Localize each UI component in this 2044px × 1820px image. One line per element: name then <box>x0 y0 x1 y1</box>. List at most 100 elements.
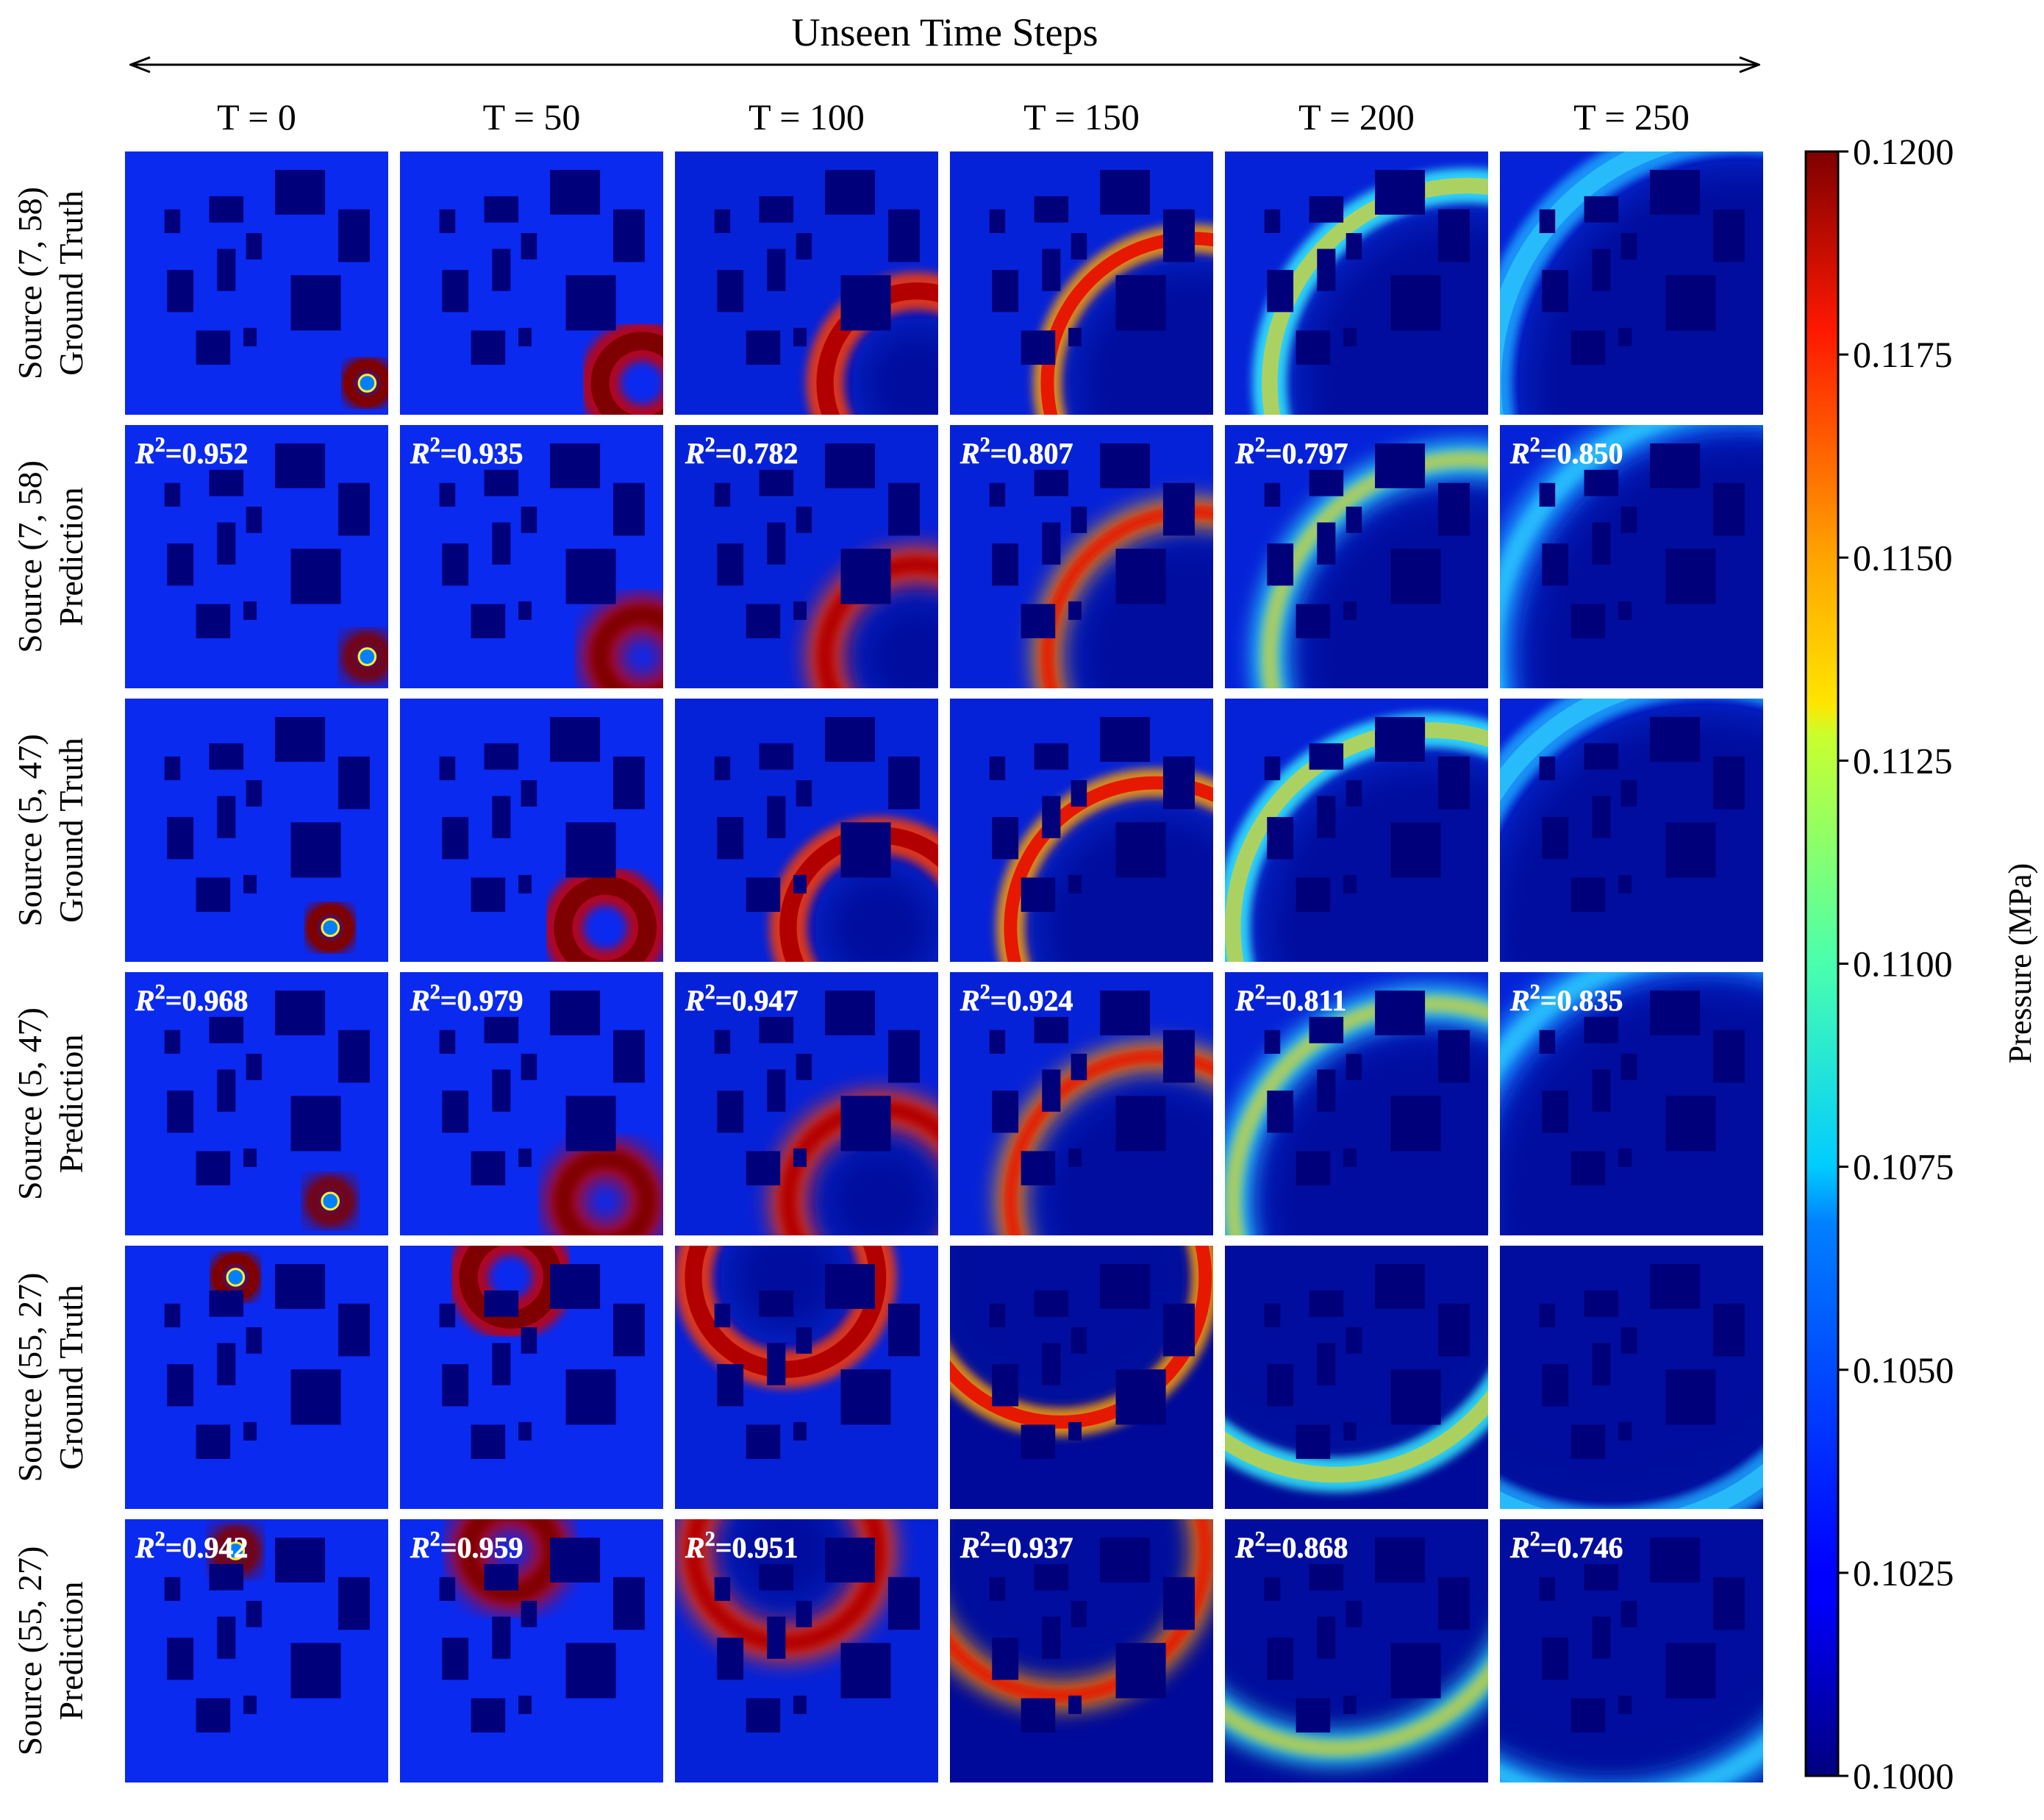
obstacle <box>717 1638 744 1680</box>
obstacle <box>518 874 532 893</box>
row-label-kind: Ground Truth <box>52 738 90 923</box>
obstacle <box>1296 1698 1331 1732</box>
obstacle <box>521 779 537 807</box>
obstacle <box>1034 469 1069 496</box>
obstacle <box>243 1148 257 1167</box>
obstacle <box>471 604 506 638</box>
obstacle <box>1343 1421 1357 1441</box>
heatmap-panel <box>1500 699 1763 962</box>
obstacle <box>196 877 231 912</box>
obstacle <box>164 209 181 233</box>
obstacle <box>1309 1290 1344 1317</box>
obstacle <box>1584 469 1619 496</box>
obstacle <box>1115 275 1166 331</box>
heatmap-panel <box>400 699 663 962</box>
obstacle <box>337 1029 370 1083</box>
obstacle <box>1570 1151 1606 1185</box>
obstacle <box>164 756 181 780</box>
row-label-source: Source (5, 47) <box>11 734 49 927</box>
obstacle <box>887 1303 920 1357</box>
obstacle <box>1296 1151 1331 1185</box>
obstacle <box>1267 270 1294 313</box>
obstacle <box>717 543 744 586</box>
obstacle <box>796 1053 812 1080</box>
obstacle <box>793 874 807 893</box>
obstacle <box>1620 232 1637 260</box>
obstacle <box>471 1698 506 1732</box>
heatmap-panel: R2=0.850 <box>1500 425 1763 688</box>
r2-label: R2=0.937 <box>960 1528 1073 1564</box>
obstacle <box>1584 1563 1619 1591</box>
obstacle <box>1115 549 1166 604</box>
obstacle <box>825 1264 876 1309</box>
obstacle <box>1100 170 1151 215</box>
obstacle <box>767 522 786 565</box>
obstacle <box>550 170 601 215</box>
row-label-source: Source (7, 58) <box>11 187 49 379</box>
obstacle <box>518 601 532 620</box>
obstacle <box>217 1069 236 1112</box>
heatmap-panel <box>675 151 938 415</box>
obstacle <box>1115 1643 1166 1699</box>
wavefront <box>816 282 938 415</box>
column-header: T = 0 <box>217 96 296 138</box>
obstacle <box>1712 482 1745 536</box>
obstacle <box>1539 482 1556 507</box>
obstacle <box>746 604 781 638</box>
obstacle <box>1317 522 1336 565</box>
obstacle <box>484 743 519 770</box>
obstacle <box>439 209 456 233</box>
obstacle <box>521 1600 537 1627</box>
obstacle <box>167 1091 194 1133</box>
obstacle <box>246 506 262 533</box>
obstacle <box>290 1096 341 1152</box>
obstacle <box>1021 1151 1056 1185</box>
obstacle <box>793 1421 807 1441</box>
obstacle <box>492 1616 511 1659</box>
obstacle <box>1346 506 1362 533</box>
obstacle <box>209 1563 244 1591</box>
obstacle <box>825 991 876 1035</box>
obstacle <box>1068 1695 1082 1714</box>
obstacle <box>1375 170 1426 215</box>
wavefront <box>1004 1049 1213 1235</box>
obstacle <box>1343 601 1357 620</box>
obstacle <box>1375 717 1426 762</box>
obstacle <box>1100 717 1151 762</box>
obstacle <box>1620 506 1637 533</box>
obstacle <box>1542 817 1569 860</box>
heatmap-panel <box>1500 1246 1763 1509</box>
obstacle <box>759 1290 794 1317</box>
r2-label: R2=0.868 <box>1234 1528 1348 1564</box>
obstacle <box>550 717 601 762</box>
obstacle <box>992 270 1019 313</box>
obstacle <box>1712 1303 1745 1357</box>
obstacle <box>1343 874 1357 893</box>
obstacle <box>1592 1069 1611 1112</box>
obstacle <box>275 1538 326 1582</box>
obstacle <box>767 249 786 291</box>
obstacle <box>1375 991 1426 1035</box>
obstacle <box>1071 779 1087 807</box>
obstacle <box>1375 1264 1426 1309</box>
obstacle <box>484 1016 519 1043</box>
wavefront <box>554 1149 657 1235</box>
source-center <box>321 918 340 938</box>
obstacle <box>714 756 731 780</box>
colorbar: 0.1000 0.1025 0.1050 0.1075 0.1100 0.1125 0.11… <box>1804 131 2038 1796</box>
obstacle <box>1390 1369 1441 1425</box>
heatmap-panel: R2=0.937 <box>950 1519 1213 1782</box>
obstacle <box>492 796 511 838</box>
obstacle <box>992 543 1019 586</box>
obstacle <box>1592 796 1611 838</box>
colorbar-ticks: 0.1000 0.1025 0.1050 0.1075 0.1100 0.1125 0.11… <box>1838 131 1954 1796</box>
obstacle <box>1343 1695 1357 1714</box>
obstacle <box>209 1016 244 1043</box>
obstacle <box>992 1638 1019 1680</box>
heatmap-panel <box>1500 151 1763 415</box>
heatmap-panel <box>400 151 663 415</box>
obstacle <box>1375 443 1426 488</box>
obstacle <box>1437 209 1470 263</box>
obstacle <box>521 1053 537 1080</box>
